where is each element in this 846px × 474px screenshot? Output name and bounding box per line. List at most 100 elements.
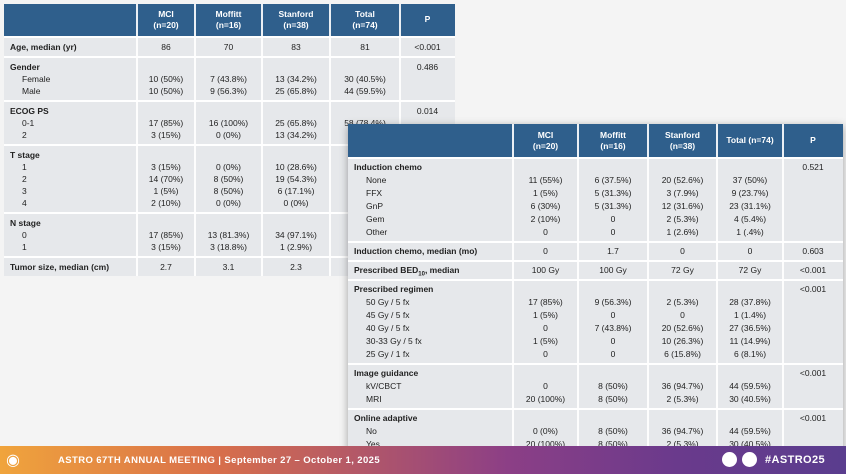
- row-label: Induction chemo, median (mo): [354, 245, 477, 257]
- table-cell: 0 (0%): [283, 198, 309, 208]
- row-group: Age, median (yr) 86 70 83 81 <0.001: [4, 36, 455, 56]
- column-divider: [647, 124, 649, 453]
- table-cell: 3 (15%): [151, 130, 181, 140]
- column-name: Stanford: [278, 9, 314, 19]
- logo-mark: ◉: [6, 452, 21, 469]
- column-header: MCI (n=20): [137, 9, 195, 31]
- column-header: P: [783, 135, 843, 146]
- p-value: 0.486: [416, 62, 439, 72]
- sub-row-label: Gem: [366, 213, 384, 225]
- table-cell: 23 (31.1%): [729, 201, 771, 211]
- table-cell: 7 (43.8%): [210, 74, 247, 84]
- column-header: Total (n=74): [330, 9, 400, 31]
- table-cell: 6 (8.1%): [733, 349, 767, 359]
- table-cell: 0: [610, 227, 616, 237]
- table-header: MCI (n=20) Moffitt (n=16) Stanford (n=38) Tota…: [348, 124, 843, 157]
- table-cell: 20 (100%): [525, 394, 566, 404]
- table-cell: 0: [543, 323, 548, 333]
- table-cell: 2 (5.3%): [666, 394, 699, 404]
- table-cell: 100 Gy: [531, 265, 560, 275]
- label-text: Induction chemo, median (mo): [354, 246, 478, 256]
- p-value: 0.521: [802, 162, 824, 172]
- table-cell: 17 (85%): [148, 230, 184, 240]
- table-cell: 0: [543, 227, 548, 237]
- table-cell: 20 (52.6%): [661, 323, 704, 333]
- sub-row-label: 1: [22, 161, 27, 173]
- column-name: Moffitt: [600, 129, 626, 140]
- label-text: Gender: [10, 62, 40, 72]
- table-cell: 10 (50%): [148, 74, 184, 84]
- label-text: Image guidance: [354, 368, 419, 378]
- column-header: MCI (n=20): [513, 130, 578, 152]
- label-text: Prescribed regimen: [354, 284, 434, 294]
- table-cell: 1 (5%): [532, 336, 559, 346]
- sub-row-label: Female: [22, 73, 50, 85]
- label-text: Gem: [366, 214, 385, 224]
- table-cell: 37 (50%): [732, 175, 768, 185]
- column-divider: [577, 124, 579, 453]
- row-label: Age, median (yr): [10, 41, 77, 53]
- label-text: Male: [22, 86, 41, 96]
- row-group: Prescribed regimen <0.001 50 Gy / 5 fx 17 (…: [348, 279, 843, 363]
- sub-row-label: 0-1: [22, 117, 34, 129]
- label-text: FFX: [366, 188, 383, 198]
- sub-row-label: 2: [22, 173, 27, 185]
- column-header: Stanford (n=38): [262, 9, 330, 31]
- table-cell: 1 (5%): [153, 186, 179, 196]
- label-text: Yes: [366, 439, 380, 449]
- table-2: MCI (n=20) Moffitt (n=16) Stanford (n=38) Tota…: [348, 124, 843, 453]
- table-cell: 11 (14.9%): [729, 336, 771, 346]
- table-cell: 2 (5.3%): [666, 214, 699, 224]
- table-cell: 3 (15%): [151, 162, 181, 172]
- table-cell: 6 (30%): [530, 201, 561, 211]
- column-header: Moffitt (n=16): [578, 130, 648, 152]
- label-text: 0: [22, 230, 27, 240]
- row-group: ECOG PS 0.014 0-1 17 (85%) 16 (100%) 25 (65.8…: [4, 100, 455, 144]
- column-divider: [329, 4, 331, 276]
- row-label: Gender: [10, 61, 40, 73]
- table-cell: 86: [161, 42, 171, 52]
- table-cell: 0: [680, 310, 685, 320]
- sub-row-label: GnP: [366, 200, 383, 212]
- row-label: Prescribed BED10, median: [354, 264, 459, 281]
- label-text: kV/CBCT: [366, 381, 402, 391]
- column-n: (n=74): [352, 20, 378, 30]
- column-n: (n=16): [215, 20, 242, 30]
- table-cell: 0: [543, 381, 548, 391]
- label-text: 2: [22, 130, 27, 140]
- label-text: 0-1: [22, 118, 35, 128]
- table-cell: 3.1: [222, 262, 235, 272]
- table-cell: 9 (56.3%): [210, 86, 247, 96]
- table-cell: 9 (56.3%): [594, 297, 632, 307]
- table-cell: 83: [291, 42, 301, 52]
- table-cell: 0 (0%): [215, 198, 242, 208]
- column-divider: [136, 4, 138, 276]
- table-cell: 27 (36.5%): [729, 323, 771, 333]
- label-text: 45 Gy / 5 fx: [366, 310, 410, 320]
- label-text: 4: [22, 198, 27, 208]
- column-divider: [261, 4, 263, 276]
- hashtag: #ASTRO25: [765, 454, 826, 466]
- table-cell: 0 (0%): [215, 162, 242, 172]
- table-cell: 0: [610, 214, 616, 224]
- table-cell: 0: [680, 246, 685, 256]
- sub-row-label: Yes: [366, 438, 380, 450]
- table-cell: 14 (70%): [148, 174, 184, 184]
- table-cell: 10 (28.6%): [275, 162, 317, 172]
- sub-row-label: 3: [22, 185, 27, 197]
- row-label: Induction chemo: [354, 161, 422, 173]
- table-cell: 8 (50%): [213, 186, 244, 196]
- column-n: (n=16): [600, 140, 626, 151]
- table-cell: 72 Gy: [738, 265, 762, 275]
- sub-row-label: 45 Gy / 5 fx: [366, 309, 409, 321]
- column-header: Total (n=74): [717, 135, 783, 146]
- facebook-icon: [742, 452, 757, 467]
- row-label: Image guidance: [354, 367, 418, 379]
- sub-row-label: No: [366, 425, 377, 437]
- table-cell: 7 (43.8%): [594, 323, 632, 333]
- table-cell: 30 (40.5%): [729, 394, 771, 404]
- label-text: T stage: [10, 150, 40, 160]
- table-cell: 100 Gy: [599, 265, 627, 275]
- table-cell: 16 (100%): [208, 118, 249, 128]
